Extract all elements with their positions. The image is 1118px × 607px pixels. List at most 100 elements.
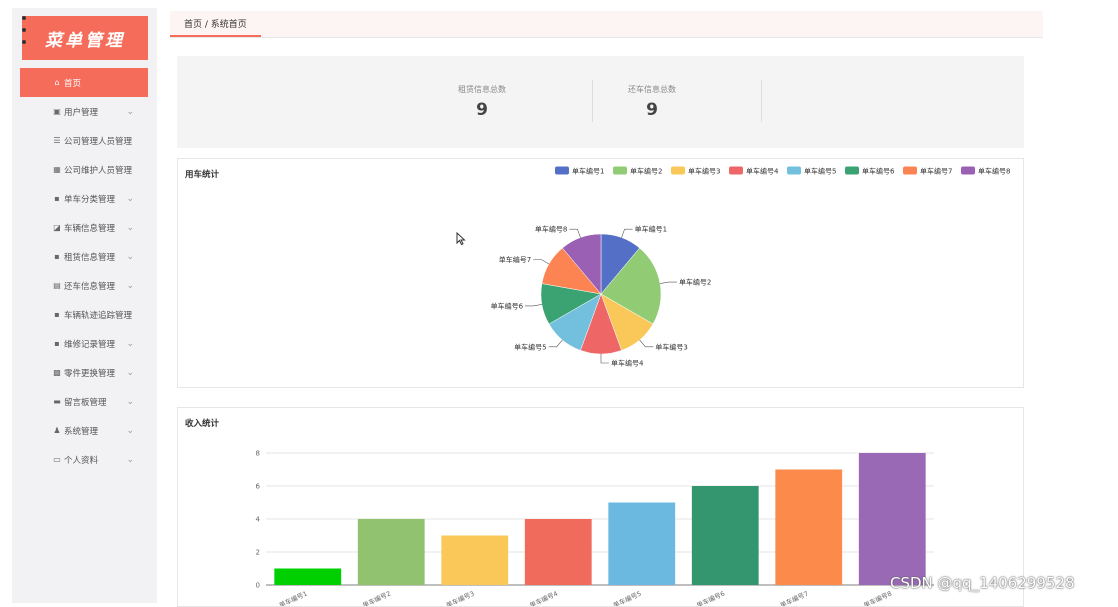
x-tick-label: 单车编号3: [444, 589, 475, 606]
chevron-down-icon[interactable]: ⌄: [126, 367, 134, 378]
inbox-icon: ▬: [53, 397, 61, 406]
sidebar-item-label: 公司维护人员管理: [64, 165, 133, 176]
income-bar-chart: 0 2 4 6 8 单车编号1 单车编号2 单车编号3 单车编号4 单车编号5 单车编号6 单车编号7…: [256, 450, 934, 606]
pie-slice-label: 单车编号6: [491, 301, 524, 310]
sidebar-item[interactable]: ▩ 零件更换管理 ⌄: [20, 358, 148, 387]
sidebar-item[interactable]: ▪ 维修记录管理 ⌄: [20, 329, 148, 358]
chevron-down-icon[interactable]: ⌄: [126, 396, 134, 407]
bar[interactable]: [357, 519, 425, 585]
x-tick-label: 单车编号1: [277, 589, 308, 606]
legend-label: 单车编号8: [978, 167, 1010, 176]
stat-divider: [592, 80, 593, 122]
legend-label: 单车编号7: [920, 167, 952, 176]
car-icon: ◪: [53, 223, 61, 232]
bar[interactable]: [858, 453, 926, 585]
sidebar-item-label: 单车分类管理: [64, 194, 116, 205]
sidebar-item[interactable]: ◪ 车辆信息管理 ⌄: [20, 213, 148, 242]
sidebar-item[interactable]: ▬ 留言板管理 ⌄: [20, 387, 148, 416]
pie-slice[interactable]: [600, 247, 662, 325]
stat-label: 还车信息总数: [628, 85, 676, 94]
tab-bar: 首页 / 系统首页: [170, 11, 1043, 38]
sidebar-item-label: 车辆信息管理: [64, 223, 116, 234]
stat-divider: [761, 80, 762, 122]
sidebar-item[interactable]: ▪ 租赁信息管理 ⌄: [20, 242, 148, 271]
sidebar-item[interactable]: ⌂ 首页: [20, 68, 148, 97]
pie-slice-label: 单车编号7: [499, 255, 531, 264]
legend-label: 单车编号6: [862, 167, 895, 176]
pie-slice-label: 单车编号3: [655, 342, 687, 351]
chevron-down-icon[interactable]: ⌄: [126, 280, 134, 291]
apps-icon: ▪: [54, 339, 60, 348]
y-tick-label: 6: [256, 483, 261, 491]
chevron-down-icon[interactable]: ⌄: [126, 251, 134, 262]
legend-swatch[interactable]: [555, 166, 569, 175]
sidebar-item[interactable]: ☰ 公司管理人员管理: [20, 126, 148, 155]
sidebar-item-label: 系统管理: [64, 426, 99, 437]
income-chart-title: 收入统计: [185, 419, 220, 429]
sidebar-item-label: 首页: [64, 78, 82, 89]
x-tick-label: 单车编号4: [528, 589, 559, 606]
sidebar-item[interactable]: ▤ 还车信息管理 ⌄: [20, 271, 148, 300]
usage-chart-card: 用车统计 单车编号8 单车编号7 单车编号6 单车编号5 单车编号4 单车编号3 单车编号2…: [177, 158, 1024, 388]
pie-slice-label: 单车编号5: [514, 342, 546, 351]
bar[interactable]: [274, 568, 342, 586]
chevron-down-icon[interactable]: ⌄: [126, 338, 134, 349]
stat-return-total: 还车信息总数 9: [567, 56, 737, 148]
breadcrumb-tab[interactable]: 首页 / 系统首页: [170, 11, 261, 37]
legend-label: 单车编号2: [630, 167, 662, 176]
legend-swatch[interactable]: [671, 166, 685, 175]
home-icon: ⌂: [54, 78, 60, 87]
pie-slice-label: 单车编号8: [535, 225, 567, 234]
sidebar-item[interactable]: ▪ 车辆轨迹追踪管理: [20, 300, 148, 329]
stat-label: 租赁信息总数: [458, 85, 506, 94]
legend-label: 单车编号5: [804, 167, 836, 176]
sidebar-item-label: 用户管理: [64, 107, 99, 118]
x-tick-label: 单车编号5: [611, 589, 642, 606]
legend-label: 单车编号4: [746, 167, 779, 176]
legend-swatch[interactable]: [845, 166, 859, 175]
bar[interactable]: [608, 502, 676, 586]
x-tick-label: 单车编号2: [361, 589, 392, 606]
chevron-down-icon[interactable]: ⌄: [126, 106, 134, 117]
legend-swatch[interactable]: [729, 166, 743, 175]
pie-label-line: [639, 339, 654, 348]
chevron-down-icon[interactable]: ⌄: [126, 222, 134, 233]
y-tick-label: 0: [256, 582, 260, 590]
bar[interactable]: [441, 535, 509, 586]
legend-swatch[interactable]: [787, 166, 801, 175]
pie-slice[interactable]: [562, 233, 602, 295]
legend-swatch[interactable]: [903, 166, 917, 175]
sidebar-item[interactable]: ♟ 系统管理 ⌄: [20, 416, 148, 445]
legend-swatch[interactable]: [961, 166, 975, 175]
stat-rental-total: 租赁信息总数 9: [397, 56, 567, 148]
sidebar-item-label: 公司管理人员管理: [64, 136, 133, 147]
box-icon: ▩: [53, 368, 61, 377]
bar[interactable]: [524, 519, 592, 585]
pie-label-line: [621, 228, 633, 238]
app-logo[interactable]: 菜单管理: [22, 16, 148, 60]
legend-swatch[interactable]: [613, 166, 627, 175]
chevron-down-icon[interactable]: ⌄: [126, 193, 134, 204]
stats-panel: 租赁信息总数 9 还车信息总数 9: [177, 56, 1024, 148]
logo-dots-decoration: [22, 16, 26, 60]
sidebar-item[interactable]: ▣ 用户管理 ⌄: [20, 97, 148, 126]
sidebar-item[interactable]: ▪ 单车分类管理 ⌄: [20, 184, 148, 213]
sidebar-item[interactable]: ▦ 公司维护人员管理: [20, 155, 148, 184]
person-icon: ♟: [53, 426, 61, 435]
grid-icon: ▦: [53, 165, 61, 174]
pie-slice-label: 单车编号2: [679, 278, 711, 287]
x-tick-label: 单车编号6: [695, 589, 726, 606]
sidebar-item-label: 维修记录管理: [64, 339, 116, 350]
mouse-cursor-icon: [456, 232, 466, 246]
breadcrumb: 首页 / 系统首页: [184, 19, 247, 30]
sidebar-item[interactable]: ▭ 个人资料 ⌄: [20, 445, 148, 474]
bar[interactable]: [775, 469, 843, 586]
user-folder-icon: ▣: [53, 107, 61, 116]
legend-label: 单车编号3: [688, 167, 720, 176]
chevron-down-icon[interactable]: ⌄: [126, 454, 134, 465]
sidebar-item-label: 个人资料: [64, 455, 99, 466]
bar[interactable]: [691, 486, 759, 585]
list-icon: ☰: [53, 136, 61, 145]
chevron-down-icon[interactable]: ⌄: [126, 425, 134, 436]
apps-icon: ▪: [54, 194, 60, 203]
